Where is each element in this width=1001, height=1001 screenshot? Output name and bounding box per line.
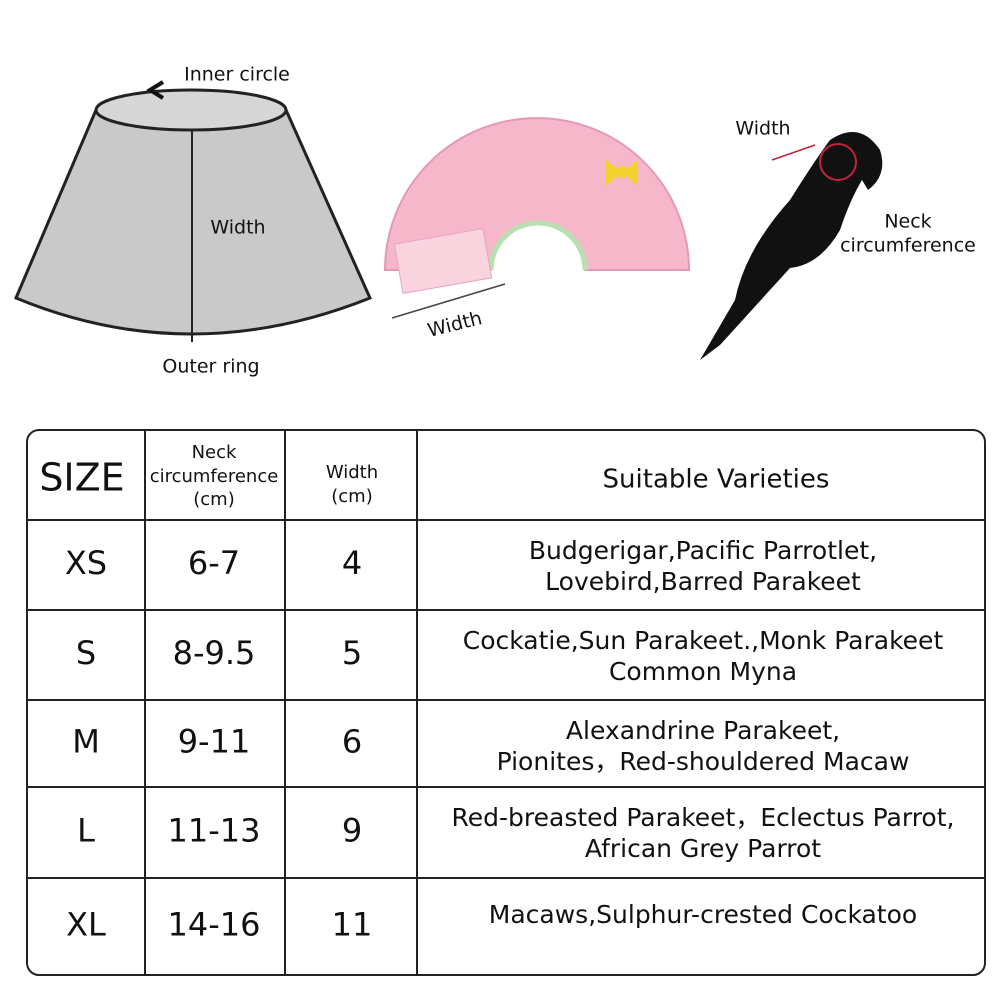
header-cell: Width: [326, 462, 378, 483]
header-cell: Neck: [192, 442, 237, 463]
varieties-cell: Alexandrine Parakeet,: [566, 716, 840, 745]
varieties-cell: African Grey Parrot: [585, 834, 821, 863]
cone-illustration: [14, 80, 373, 342]
neck-cell: 11-13: [168, 812, 261, 850]
label: circumference: [840, 235, 976, 257]
width-cell: 4: [342, 544, 362, 582]
size-cell: S: [76, 634, 96, 672]
varieties-cell: Common Myna: [609, 657, 797, 686]
header-cell: (cm): [331, 486, 372, 507]
width-cell: 11: [332, 906, 373, 944]
label: Outer ring: [162, 356, 259, 378]
size-cell: XL: [66, 906, 106, 944]
neck-cell: 6-7: [188, 544, 240, 582]
varieties-cell: Budgerigar,Pacific Parrotlet,: [529, 536, 877, 565]
neck-cell: 9-11: [178, 723, 251, 761]
label: Neck: [884, 211, 931, 233]
width-cell: 6: [342, 723, 362, 761]
neck-cell: 8-9.5: [173, 634, 256, 672]
varieties-cell: Pionites，Red-shouldered Macaw: [497, 747, 910, 776]
size-cell: XS: [65, 544, 107, 582]
neck-cell: 14-16: [168, 906, 261, 944]
varieties-cell: Cockatie,Sun Parakeet.,Monk Parakeet: [463, 626, 944, 655]
label: Width: [210, 217, 265, 239]
label: Width: [425, 307, 484, 342]
parrot-illustration: [700, 132, 883, 360]
collar-illustration: [383, 117, 691, 319]
size-table: [26, 429, 986, 976]
varieties-cell: Red-breasted Parakeet，Eclectus Parrot,: [452, 803, 955, 832]
label: Inner circle: [184, 64, 290, 86]
varieties-cell: Lovebird,Barred Parakeet: [545, 567, 861, 596]
size-cell: M: [72, 723, 100, 761]
header-cell: Suitable Varieties: [603, 465, 830, 495]
header-cell: circumference: [150, 466, 279, 487]
header-cell: (cm): [193, 489, 234, 510]
width-cell: 9: [342, 812, 362, 850]
label: Width: [735, 118, 790, 140]
size-cell: L: [77, 812, 95, 850]
width-cell: 5: [342, 634, 362, 672]
header-cell: SIZE: [39, 456, 124, 500]
varieties-cell: Macaws,Sulphur-crested Cockatoo: [489, 900, 917, 929]
